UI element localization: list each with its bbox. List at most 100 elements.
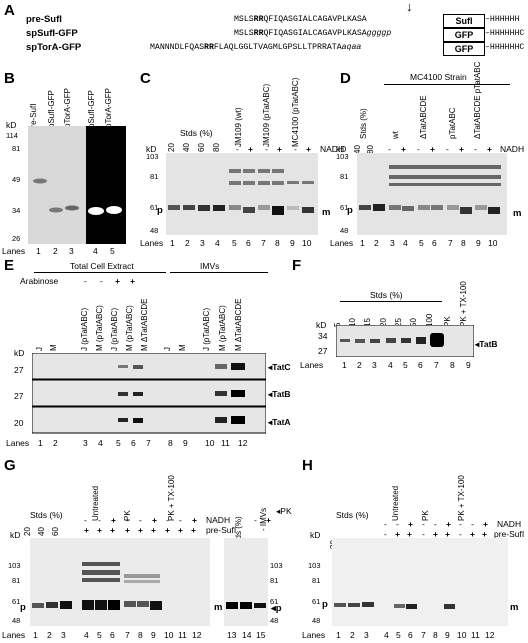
lane-number: 3 [83, 438, 88, 448]
nadh-sign: + [483, 519, 488, 529]
precursor-marker: p [20, 602, 26, 613]
kd-label: kD [146, 144, 157, 154]
marker: 34 [318, 331, 328, 341]
presufi-label: pre-SufI [494, 529, 525, 539]
lane-number: 1 [33, 630, 38, 640]
header-rule [384, 84, 510, 85]
lane-number: 9 [466, 360, 471, 370]
lane-number: 7 [421, 630, 426, 640]
construct-name: pre-SufI [26, 14, 62, 25]
lane-number: 9 [445, 630, 450, 640]
autoradiograph-d [357, 153, 507, 235]
lane-number: 7 [261, 238, 266, 248]
presufi-sign: + [151, 525, 156, 535]
lane-number: 4 [388, 360, 393, 370]
lane-number: 15 [256, 630, 266, 640]
std-value: 20 [167, 143, 176, 152]
marker: 81 [150, 172, 159, 181]
panel-h-label: H [302, 457, 313, 474]
group-label: PK + TX-100 [457, 475, 466, 521]
precursor-marker: p [347, 205, 353, 216]
lane-number: 2 [350, 630, 355, 640]
lane-number: 4 [93, 246, 98, 256]
presufi-sign: - [384, 529, 387, 539]
marker: 103 [308, 561, 321, 570]
stds-label: Stds (%) [359, 108, 368, 139]
presufi-sign: - [459, 529, 462, 539]
panel-e-label: E [4, 257, 15, 274]
marker: 20 [14, 418, 24, 428]
lane-number: 5 [116, 438, 121, 448]
kd-label: kD [316, 320, 327, 330]
autoradiograph-c [166, 153, 318, 235]
lane-number: 3 [200, 238, 205, 248]
marker: 81 [312, 576, 321, 585]
presufi-sign: + [178, 525, 183, 535]
std-value: 40 [37, 527, 46, 536]
lane-number: 3 [390, 238, 395, 248]
band-label-tata: ◂TatA [268, 417, 291, 427]
precursor-marker: ◂p [271, 603, 282, 614]
nadh-sign: - [388, 144, 391, 154]
std-value: 80 [212, 143, 221, 152]
lane-number: 2 [53, 438, 58, 448]
immunoblot-f [336, 325, 474, 357]
nadh-sign: - [459, 519, 462, 529]
presufi-sign: + [125, 525, 130, 535]
header-rule [340, 301, 442, 302]
lane-number: 10 [488, 238, 498, 248]
precursor-marker: p [157, 205, 163, 216]
nadh-label: NADH [500, 144, 525, 154]
lane-number: 14 [242, 630, 252, 640]
lane-label: J (pTatABC) [80, 307, 89, 351]
lane-label: J (pTatABC) [202, 307, 211, 351]
arabinose-label: Arabinose [20, 276, 59, 286]
presufi-label: pre-SufI [206, 525, 237, 535]
marker: 61 [340, 203, 349, 212]
lane-number: 10 [457, 630, 467, 640]
lanes-title: Lanes [2, 630, 26, 640]
lane-label: J [35, 347, 44, 351]
lane-number: 3 [372, 360, 377, 370]
stds-label: Stds (%) [370, 290, 403, 300]
lane-number: 2 [47, 630, 52, 640]
nadh-sign: - [396, 519, 399, 529]
mature-marker: m [510, 602, 519, 613]
presufi-sign: + [84, 525, 89, 535]
std-value: 60 [51, 527, 60, 536]
nadh-sign: - [265, 144, 268, 154]
marker-81: 81 [12, 144, 21, 153]
marker: 81 [12, 576, 21, 585]
nadh-sign: + [459, 144, 464, 154]
marker: 27 [318, 346, 328, 356]
marker: 61 [270, 597, 279, 606]
lane-label: M (pTatABC) [95, 305, 104, 351]
nadh-sign: - [446, 144, 449, 154]
lane-number: 11 [178, 630, 187, 640]
nadh-sign: + [248, 144, 253, 154]
stds-label: Stds (%) [180, 128, 213, 138]
marker: 48 [270, 616, 279, 625]
lane-number: 1 [342, 360, 347, 370]
lane-number: 6 [408, 630, 413, 640]
mature-marker: m [322, 207, 331, 218]
presufi-sign: + [138, 525, 143, 535]
kd-label: kD [14, 348, 25, 358]
strain-label: pTatABC [448, 107, 457, 139]
construct-name: spTorA-GFP [26, 42, 82, 53]
marker-34: 34 [12, 206, 21, 215]
nadh-sign: + [487, 144, 492, 154]
coomassie-gel [28, 126, 126, 244]
lane-number: 5 [396, 630, 401, 640]
nadh-sign: + [401, 144, 406, 154]
nadh-sign: + [277, 144, 282, 154]
strain-label: JM109 (pTatABC) [262, 83, 271, 147]
presufi-sign: + [445, 529, 450, 539]
lane-number: 9 [183, 438, 188, 448]
lane-number: 2 [185, 238, 190, 248]
lane-number: 9 [290, 238, 295, 248]
nadh-sign: - [139, 515, 142, 525]
presufi-sign: + [470, 529, 475, 539]
lane-number: 10 [205, 438, 215, 448]
lane-number: 1 [170, 238, 175, 248]
